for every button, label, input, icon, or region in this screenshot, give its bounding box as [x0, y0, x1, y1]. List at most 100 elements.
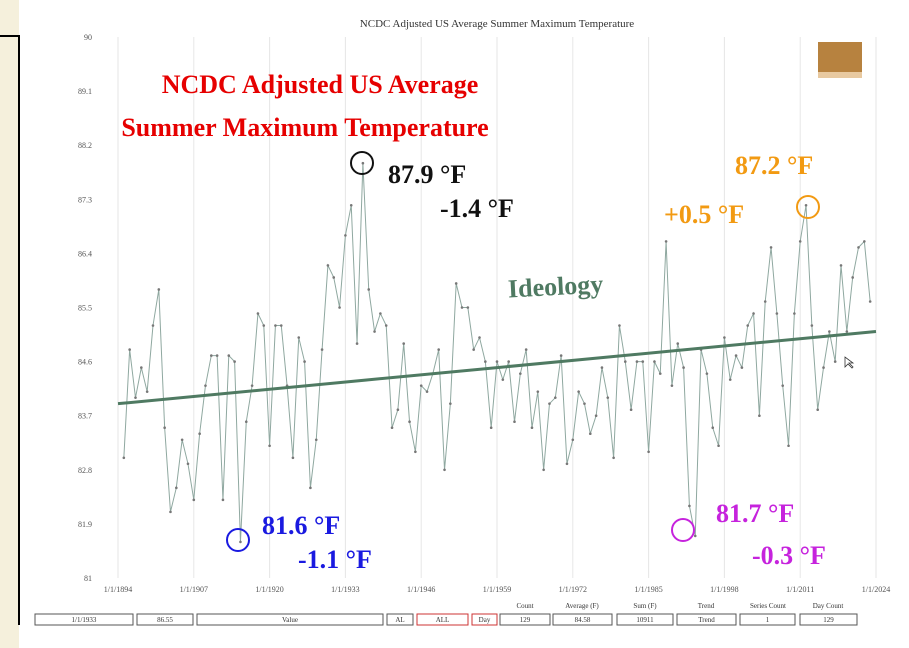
status-field — [739, 613, 796, 626]
x-tick-label: 1/1/1920 — [255, 585, 283, 594]
data-point — [384, 324, 388, 327]
data-point — [414, 450, 417, 454]
data-point — [763, 300, 767, 303]
data-point — [349, 204, 353, 207]
data-point — [402, 342, 406, 345]
annotation: 81.6 °F — [262, 511, 340, 540]
data-point — [478, 336, 481, 339]
data-point — [163, 426, 166, 430]
data-point — [822, 366, 825, 369]
data-point — [332, 276, 336, 279]
data-point — [145, 390, 149, 393]
data-point — [688, 504, 691, 508]
data-point — [635, 360, 639, 363]
data-point — [775, 312, 779, 315]
chart-title: NCDC Adjusted US Average Summer Maximum … — [360, 18, 635, 30]
data-point — [758, 414, 761, 418]
data-point — [542, 468, 545, 472]
data-point — [839, 264, 843, 267]
status-field-text: 1/1/1933 — [72, 616, 97, 624]
data-point — [769, 246, 773, 249]
data-point — [390, 426, 394, 430]
data-point — [798, 240, 802, 243]
side-strip — [0, 0, 19, 648]
data-point — [682, 366, 685, 369]
data-point — [274, 324, 277, 327]
data-point — [239, 540, 242, 544]
highlight-circle — [796, 195, 820, 219]
status-field — [416, 613, 469, 626]
data-point — [705, 372, 709, 375]
data-point — [548, 402, 551, 405]
data-point — [169, 510, 172, 514]
data-point — [577, 390, 580, 393]
data-point — [373, 330, 376, 333]
annotation: -1.1 °F — [298, 545, 372, 574]
data-point — [734, 354, 738, 357]
data-point — [519, 372, 522, 375]
annotation: +0.5 °F — [664, 200, 744, 229]
data-point — [326, 264, 330, 267]
annotation: NCDC Adjusted US Average — [162, 70, 479, 99]
data-point — [670, 384, 674, 387]
data-point — [711, 426, 715, 430]
side-border — [0, 35, 20, 625]
data-point — [676, 342, 680, 345]
status-field-text: 86.55 — [157, 616, 173, 624]
trend-line — [117, 330, 877, 406]
data-point — [787, 444, 790, 448]
data-point — [804, 204, 808, 207]
data-point — [489, 426, 493, 430]
data-point — [606, 396, 610, 399]
data-point — [857, 246, 860, 249]
data-point — [594, 414, 598, 418]
status-field — [386, 613, 414, 626]
status-header: Trend — [698, 602, 715, 610]
data-point — [851, 276, 854, 279]
y-tick-label: 85.5 — [78, 304, 92, 313]
data-point — [868, 300, 872, 303]
data-point — [559, 354, 563, 357]
data-point — [629, 408, 633, 411]
y-tick-label: 86.4 — [78, 249, 92, 258]
status-field — [676, 613, 737, 626]
data-point — [309, 486, 312, 490]
data-point — [408, 420, 411, 424]
data-point — [151, 324, 155, 327]
data-point — [810, 324, 814, 327]
data-point — [396, 408, 400, 411]
data-point — [379, 312, 382, 315]
x-tick-label: 1/1/1933 — [331, 585, 359, 594]
status-header: Sum (F) — [633, 602, 657, 610]
status-field — [136, 613, 194, 626]
data-point — [618, 324, 621, 327]
data-point — [297, 336, 301, 339]
data-point — [536, 390, 540, 393]
x-tick-label: 1/1/1998 — [710, 585, 738, 594]
data-point — [524, 348, 528, 351]
status-field-text: 10911 — [636, 616, 654, 624]
data-point — [186, 462, 190, 466]
status-field-text: 129 — [520, 616, 531, 624]
data-point — [507, 360, 510, 363]
y-tick-label: 81 — [84, 574, 92, 583]
data-point — [600, 366, 604, 369]
data-point — [530, 426, 534, 430]
x-tick-label: 1/1/1907 — [180, 585, 208, 594]
data-point — [361, 161, 365, 165]
data-point — [454, 282, 458, 285]
data-point — [565, 462, 569, 466]
data-point — [641, 360, 645, 363]
trend-label: Ideology — [507, 270, 604, 304]
status-field — [499, 613, 551, 626]
data-point — [484, 360, 487, 363]
annotation: 87.2 °F — [735, 151, 813, 180]
highlight-circle — [671, 518, 695, 542]
status-field-text: ALL — [436, 616, 450, 624]
x-tick-label: 1/1/1959 — [483, 585, 511, 594]
y-tick-label: 88.2 — [78, 141, 92, 150]
data-point — [262, 324, 266, 327]
y-tick-label: 87.3 — [78, 195, 92, 204]
data-point — [279, 324, 283, 327]
x-tick-label: 1/1/1894 — [104, 585, 132, 594]
